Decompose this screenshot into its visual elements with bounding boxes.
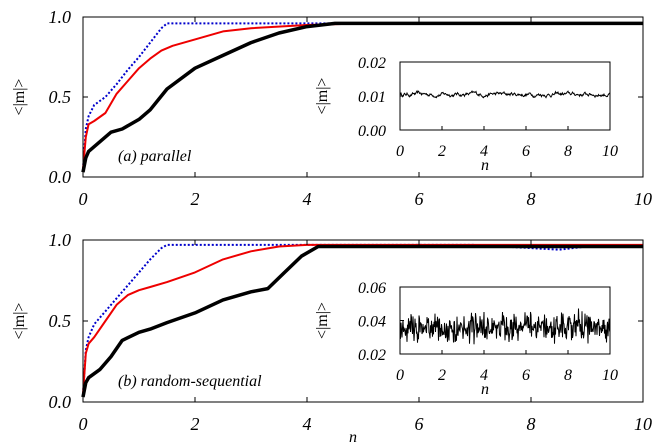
- inset-x-tick-label: 2: [438, 143, 446, 160]
- y-axis-label: <|m|>: [11, 303, 28, 340]
- inset-x-tick-label: 6: [522, 367, 530, 384]
- inset-x-tick-label: 0: [396, 367, 404, 384]
- x-tick-label: 6: [415, 414, 424, 434]
- panel-annotation: (a) parallel: [118, 148, 192, 165]
- x-tick-label: 0: [79, 414, 88, 434]
- x-tick-label: 8: [527, 189, 536, 209]
- inset-series-line: [399, 308, 611, 345]
- x-tick-label: 2: [191, 189, 200, 209]
- inset-y-axis-label: <|m|>: [314, 302, 331, 339]
- inset-x-tick-label: 2: [438, 367, 446, 384]
- x-tick-label: 4: [303, 414, 312, 434]
- inset-plot: 0 2 4 6 8 10 0.02 0.04 0.06 n <|m|>: [314, 280, 618, 398]
- series-line-0: [82, 22, 643, 170]
- y-axis-label: <|m|>: [11, 79, 28, 116]
- y-tick-label: 0.0: [49, 392, 72, 412]
- inset-y-tick-label: 0.01: [358, 89, 386, 106]
- y-tick-label: 1.0: [49, 7, 72, 27]
- inset-x-tick-label: 8: [564, 143, 572, 160]
- y-tick-label: 0.5: [49, 311, 72, 331]
- panel-annotation: (b) random-sequential: [118, 373, 262, 390]
- x-tick-label: 2: [191, 414, 200, 434]
- inset-x-tick-label: 8: [564, 367, 572, 384]
- series-line-2: [81, 244, 643, 398]
- x-tick-label: 8: [527, 414, 536, 434]
- x-tick-label: 6: [415, 189, 424, 209]
- panel-b-random-sequential: 0 2 4 6 8 10 0.0 0.5 1.0 <|m|> n (b) random-sequent…: [11, 230, 652, 446]
- y-tick-label: 1.0: [49, 230, 72, 250]
- inset-x-axis-label: n: [481, 381, 489, 398]
- x-tick-label: 10: [634, 414, 652, 434]
- x-tick-label: 4: [303, 189, 312, 209]
- inset-y-tick-label: 0.00: [358, 123, 386, 140]
- y-tick-label: 0.5: [49, 87, 72, 107]
- y-tick-label: 0.0: [49, 167, 72, 187]
- inset-y-tick-label: 0.06: [358, 280, 386, 297]
- series-line-2: [81, 21, 643, 173]
- inset-x-tick-label: 6: [522, 143, 530, 160]
- inset-y-axis-label: <|m|>: [314, 78, 331, 115]
- inset-plot: 0 2 4 6 8 10 0.00 0.01 0.02 n <|m|>: [314, 55, 618, 174]
- inset-x-tick-label: 10: [602, 367, 618, 384]
- x-tick-label: 0: [79, 189, 88, 209]
- inset-y-tick-label: 0.04: [358, 314, 386, 331]
- inset-frame: [399, 61, 611, 131]
- inset-x-tick-label: 4: [480, 367, 488, 384]
- inset-series-line: [399, 89, 611, 99]
- inset-y-tick-label: 0.02: [358, 55, 386, 72]
- panel-a-parallel: 0 2 4 6 8 10 0.0 0.5 1.0 <|m|> (a) parallel 0 2 4 6 8 10…: [11, 7, 652, 209]
- x-tick-label: 10: [634, 189, 652, 209]
- inset-x-tick-label: 4: [480, 143, 488, 160]
- inset-x-tick-label: 0: [396, 143, 404, 160]
- inset-y-tick-label: 0.02: [358, 347, 386, 364]
- inset-x-tick-label: 10: [602, 143, 618, 160]
- inset-x-axis-label: n: [481, 157, 489, 174]
- x-axis-label: n: [349, 429, 357, 446]
